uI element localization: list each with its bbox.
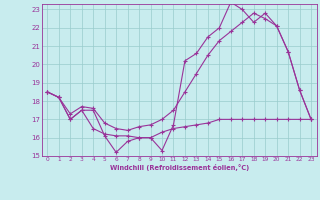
X-axis label: Windchill (Refroidissement éolien,°C): Windchill (Refroidissement éolien,°C) [109,164,249,171]
